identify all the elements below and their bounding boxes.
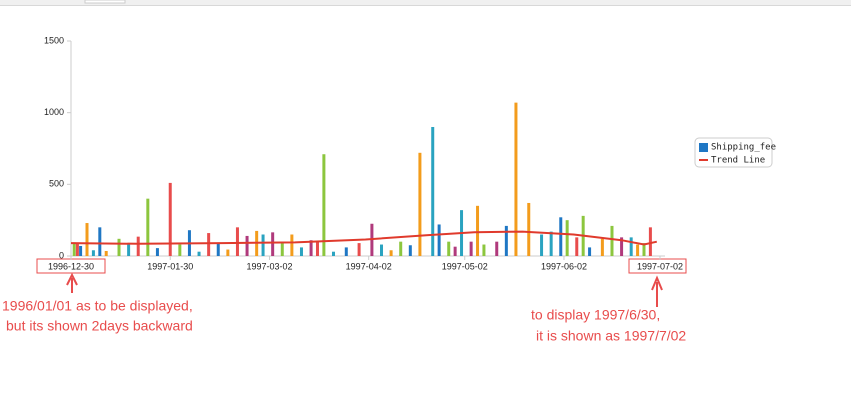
bar bbox=[495, 241, 499, 256]
top-bar bbox=[0, 0, 851, 5]
bar bbox=[315, 241, 319, 256]
x-tick-label: 1997-06-02 bbox=[541, 261, 587, 271]
bar bbox=[207, 233, 211, 256]
bar bbox=[331, 251, 335, 256]
annotation-text: it is shown as 1997/7/02 bbox=[536, 328, 686, 344]
bar bbox=[344, 247, 348, 256]
bar bbox=[72, 242, 76, 256]
bar bbox=[261, 234, 265, 256]
annotation-text: but its shown 2days backward bbox=[6, 318, 193, 334]
bar bbox=[642, 243, 646, 256]
legend-label: Trend Line bbox=[711, 156, 765, 166]
bar bbox=[610, 225, 614, 256]
bar bbox=[79, 245, 83, 256]
bar bbox=[431, 127, 435, 256]
y-tick-label: 500 bbox=[49, 179, 64, 189]
bar bbox=[357, 243, 361, 256]
bar bbox=[504, 225, 508, 256]
top-widget bbox=[84, 0, 126, 4]
y-tick-label: 1500 bbox=[44, 35, 64, 45]
bar bbox=[565, 220, 569, 256]
bar bbox=[136, 236, 140, 256]
bar bbox=[155, 248, 159, 256]
bar bbox=[299, 247, 303, 256]
bar bbox=[575, 237, 579, 256]
bar bbox=[527, 202, 531, 256]
bar bbox=[146, 198, 150, 256]
bar bbox=[482, 244, 486, 256]
legend-swatch bbox=[699, 143, 708, 152]
x-tick-label: 1997-03-02 bbox=[246, 261, 292, 271]
bar bbox=[408, 245, 412, 256]
bar bbox=[389, 250, 393, 256]
bar bbox=[636, 244, 640, 256]
bar bbox=[178, 244, 182, 256]
bar bbox=[280, 241, 284, 256]
bar bbox=[85, 223, 89, 256]
bar bbox=[98, 227, 102, 256]
bar bbox=[197, 251, 201, 256]
bar bbox=[127, 243, 131, 256]
annotation-text: 1996/01/01 as to be displayed, bbox=[2, 298, 193, 314]
x-tick-label: 1996-12-30 bbox=[48, 261, 94, 271]
bar bbox=[168, 182, 172, 256]
bar bbox=[620, 237, 624, 256]
bar bbox=[540, 234, 544, 256]
bar bbox=[588, 247, 592, 256]
bar bbox=[399, 241, 403, 256]
legend-label: Shipping_fee bbox=[711, 143, 776, 153]
x-tick-label: 1997-05-02 bbox=[442, 261, 488, 271]
bar bbox=[235, 227, 239, 256]
bar bbox=[104, 250, 108, 256]
bar bbox=[418, 152, 422, 256]
x-tick-label: 1997-07-02 bbox=[637, 261, 683, 271]
bar bbox=[514, 102, 518, 256]
bar bbox=[322, 154, 326, 256]
legend bbox=[694, 137, 773, 168]
annotation-text: to display 1997/6/30, bbox=[531, 307, 660, 323]
bar bbox=[447, 241, 451, 256]
bar bbox=[290, 234, 294, 256]
annotation-arrow bbox=[651, 275, 663, 307]
bar bbox=[309, 240, 313, 256]
bar bbox=[91, 250, 95, 256]
bar bbox=[75, 243, 79, 256]
x-tick-label: 1997-04-02 bbox=[346, 261, 392, 271]
bar bbox=[559, 217, 563, 256]
bar bbox=[476, 205, 480, 256]
bar bbox=[437, 224, 441, 256]
bar bbox=[245, 235, 249, 256]
bar bbox=[648, 227, 652, 256]
y-tick-label: 1000 bbox=[44, 107, 64, 117]
bar bbox=[469, 241, 473, 256]
y-tick-label: 0 bbox=[59, 250, 64, 260]
bar bbox=[271, 232, 275, 256]
bar bbox=[226, 249, 230, 256]
bar bbox=[216, 243, 220, 256]
bar bbox=[629, 237, 633, 256]
annotation-box bbox=[628, 258, 687, 274]
bar bbox=[380, 244, 384, 256]
x-tick-label: 1997-01-30 bbox=[147, 261, 193, 271]
bar bbox=[549, 231, 553, 256]
bar bbox=[117, 238, 121, 256]
annotation-arrow bbox=[66, 272, 78, 293]
bar bbox=[453, 246, 457, 256]
trend-line bbox=[70, 230, 658, 246]
bar bbox=[600, 238, 604, 256]
